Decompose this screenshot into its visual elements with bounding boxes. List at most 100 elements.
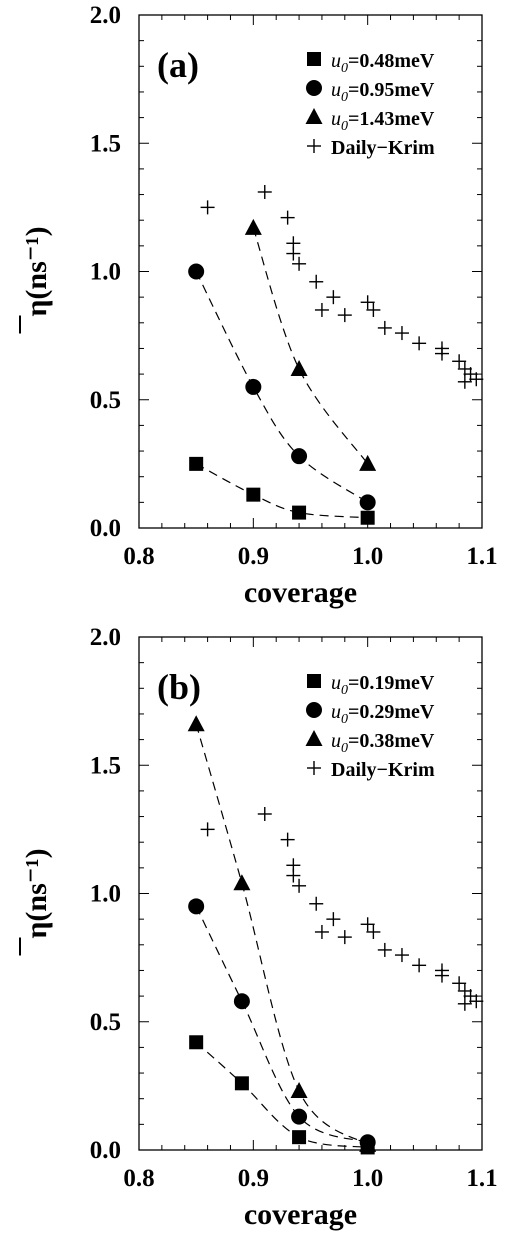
fit-curve-square (195, 1041, 368, 1149)
data-point-triangle (290, 359, 308, 376)
legend-subscript: 0 (341, 119, 348, 134)
data-point-plus (366, 924, 381, 939)
data-point-square (234, 1076, 249, 1091)
data-point-plus (200, 822, 215, 837)
data-point-plus (469, 994, 484, 1009)
data-point-triangle (244, 218, 262, 235)
data-point-plus (280, 832, 295, 847)
y-tick-label: 1.5 (90, 130, 121, 157)
legend-label: u0=0.38meV (331, 730, 435, 756)
data-point-triangle (290, 1082, 308, 1099)
legend-subscript: 0 (341, 712, 348, 727)
legend-text: =0.95meV (348, 79, 435, 101)
legend-text: Daily−Krim (331, 137, 435, 159)
x-axis-label: coverage (244, 576, 357, 609)
y-tick-label: 2.0 (90, 624, 121, 651)
data-point-plus (434, 968, 449, 983)
data-point-plus (337, 308, 352, 323)
data-point-plus (280, 210, 295, 225)
x-tick-label: 0.9 (238, 543, 269, 570)
y-tick-label: 1.5 (90, 752, 121, 779)
legend-marker-square (307, 52, 321, 66)
y-tick-label: 1.0 (90, 259, 121, 286)
legend-marker-circle (306, 80, 322, 96)
data-point-triangle (359, 454, 377, 471)
data-point-circle (291, 448, 308, 465)
y-axis-label: η(ns⁻¹) (20, 848, 53, 938)
data-point-plus (457, 996, 472, 1011)
series-triangle (244, 218, 377, 471)
data-point-triangle (233, 874, 251, 891)
data-point-plus (200, 200, 215, 215)
legend-label: Daily−Krim (331, 137, 435, 159)
data-point-plus (360, 295, 375, 310)
data-point-plus (457, 374, 472, 389)
data-point-plus (360, 917, 375, 932)
data-point-plus (469, 372, 484, 387)
legend-label: Daily−Krim (331, 759, 435, 781)
series-plus (200, 806, 484, 1011)
data-point-plus (452, 976, 467, 991)
data-point-plus (309, 896, 324, 911)
series-circle (188, 898, 376, 1151)
x-axis-label: coverage (244, 1198, 357, 1231)
legend-label: u0=0.95meV (331, 79, 435, 105)
data-point-square (246, 487, 261, 502)
legend-text: =0.29meV (348, 701, 435, 723)
fit-curve-square (195, 463, 368, 519)
legend-subscript: 0 (341, 741, 348, 756)
data-point-circle (188, 263, 205, 280)
y-tick-label: 0.5 (90, 387, 121, 414)
x-tick-label: 0.8 (123, 1165, 154, 1192)
x-tick-label: 1.0 (352, 543, 383, 570)
data-point-square (292, 505, 307, 520)
y-tick-label: 2.0 (90, 2, 121, 29)
x-tick-label: 1.0 (352, 1165, 383, 1192)
panel-label: (b) (157, 667, 201, 707)
chart-panel-b: 0.8 0.9 1.0 1.1 0.0 0.5 1.0 1.5 2.0 coverage η(ns⁻… (19, 624, 498, 1231)
legend-var: u (331, 79, 341, 101)
series-square (189, 1035, 375, 1155)
data-point-plus (326, 912, 341, 927)
data-point-plus (394, 948, 409, 963)
legend-subscript: 0 (341, 61, 348, 76)
y-axis-label: η(ns⁻¹) (20, 226, 53, 316)
data-point-circle (188, 898, 205, 915)
legend-marker-triangle (305, 108, 323, 124)
data-point-plus (377, 320, 392, 335)
data-point-circle (233, 993, 250, 1010)
y-tick-label: 1.0 (90, 881, 121, 908)
data-point-circle (245, 378, 262, 395)
data-point-triangle (359, 1135, 377, 1152)
legend-var: u (331, 672, 341, 694)
data-point-plus (286, 246, 301, 261)
legend-marker-plus (307, 761, 321, 775)
data-point-plus (377, 942, 392, 957)
legend-marker-triangle (305, 730, 323, 746)
legend-text: =0.48meV (348, 50, 435, 72)
chart-panel-a: 0.8 0.9 1.0 1.1 0.0 0.5 1.0 1.5 2.0 coverage η(ns⁻… (19, 2, 498, 609)
legend-label: u0=0.29meV (331, 701, 435, 727)
legend-var: u (331, 701, 341, 723)
legend-var: u (331, 730, 341, 752)
data-point-plus (412, 336, 427, 351)
data-point-plus (412, 958, 427, 973)
legend-text: =1.43meV (348, 108, 435, 130)
fit-curve-circle (195, 271, 369, 503)
data-point-plus (366, 302, 381, 317)
x-tick-label: 0.9 (238, 1165, 269, 1192)
data-point-square (292, 1130, 307, 1145)
series-plus (200, 184, 484, 389)
legend-var: u (331, 50, 341, 72)
data-point-plus (292, 256, 307, 271)
data-point-circle (359, 494, 376, 511)
data-point-plus (292, 878, 307, 893)
y-tick-label: 0.5 (90, 1009, 121, 1036)
legend-subscript: 0 (341, 683, 348, 698)
fit-curve-circle (195, 906, 368, 1143)
legend-label: u0=0.19meV (331, 672, 435, 698)
data-point-plus (434, 346, 449, 361)
data-point-plus (337, 930, 352, 945)
data-point-plus (257, 184, 272, 199)
data-point-plus (314, 924, 329, 939)
